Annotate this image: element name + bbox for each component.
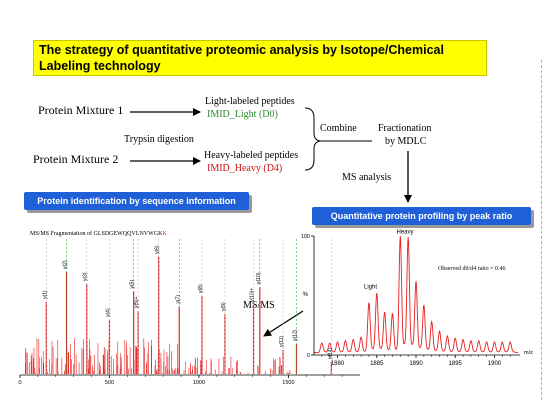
heavy-labeled-peptides-label: Heavy-labeled peptides [204, 150, 299, 161]
ms-x-tick-label: 1880 [331, 361, 345, 367]
heavy-reagent-label: IMID_Heavy (D4) [207, 163, 283, 174]
msms-label: MS/MS [243, 300, 275, 311]
ratio-note: Observed d0/d4 ratio = 0.46 [438, 266, 506, 272]
ms-y-tick-label: 100 [301, 234, 310, 240]
quantitative-profiling-heading: Quantitative protein profiling by peak r… [312, 207, 531, 225]
msms-caption-k: K [162, 231, 167, 237]
ms-x-tick-label: 1890 [409, 361, 423, 367]
ms-y-tick-label: 0 [307, 353, 310, 359]
fractionation-label: Fractionation [378, 123, 432, 134]
msms-x-tick-label: 500 [105, 380, 114, 386]
msms-x-tick-label: 0 [18, 380, 21, 386]
protein-identification-heading: Protein identification by sequence infor… [24, 192, 249, 210]
ms-x-tick-label: 1900 [488, 361, 502, 367]
light-labeled-peptides-label: Light-labeled peptides [205, 96, 295, 107]
page-title: The strategy of quantitative proteomic a… [33, 40, 487, 76]
ion-label-11: y(10) [256, 272, 262, 284]
right-edge-divider [541, 60, 542, 400]
protein-mixture-2-label: Protein Mixture 2 [33, 152, 119, 166]
ms-analysis-label: MS analysis [342, 172, 392, 183]
ms-profile-line [314, 235, 519, 354]
combine-label: Combine [320, 123, 357, 134]
ion-label-15: y(14) [327, 347, 333, 359]
heavy-peak-label: Heavy [397, 230, 414, 236]
ms-x-tick-label: 1885 [370, 361, 384, 367]
ion-label-10: y(9) [221, 302, 227, 311]
ion-label-4: y(4) [105, 308, 111, 317]
ion-label-9: y(8) [198, 284, 204, 293]
ion-label-1: y(1) [42, 290, 48, 299]
ion-label-12: y(10)+ [250, 288, 256, 302]
ms-y-axis-label: % [303, 292, 309, 298]
ms-x-tick-label: 1895 [449, 361, 463, 367]
ion-label-2: y(2) [63, 260, 69, 269]
msms-caption-sequence: MS/MS Fragmentation of GLSDGEWQQVLNVWGK [30, 231, 163, 237]
light-reagent-label: IMID_Light (D0) [207, 109, 278, 120]
ion-label-8: y(7) [175, 295, 181, 304]
ms-x-axis-label: m/z [524, 350, 533, 356]
ion-label-5: y(5) [130, 280, 136, 289]
light-peak-label: Light [364, 284, 377, 290]
ion-label-13: y(11) [279, 336, 285, 347]
protein-mixture-1-label: Protein Mixture 1 [38, 103, 124, 117]
ion-label-6: y(5)+ [134, 296, 140, 308]
ion-label-3: y(3) [83, 272, 89, 281]
msms-x-tick-label: 1000 [193, 380, 205, 386]
msms-x-tick-label: 1500 [282, 380, 294, 386]
ion-label-14: y(12) [292, 329, 298, 341]
trypsin-digestion-label: Trypsin digestion [124, 134, 194, 145]
by-mdlc-label: by MDLC [385, 136, 427, 147]
msms-caption: MS/MS Fragmentation of GLSDGEWQQVLNVWGKK [30, 231, 167, 237]
ion-label-7: y(6) [155, 245, 161, 254]
